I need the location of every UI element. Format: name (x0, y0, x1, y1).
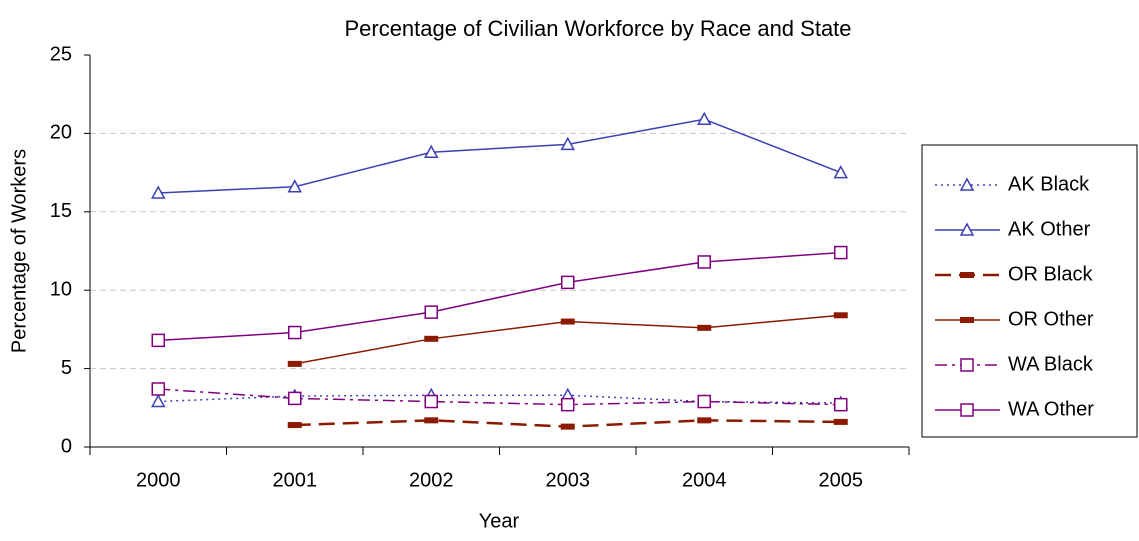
marker (288, 391, 302, 406)
y-tick-label: 10 (50, 278, 72, 300)
legend-label: AK Black (1008, 173, 1090, 195)
marker (150, 185, 166, 199)
x-tick-label: 2000 (136, 469, 181, 491)
x-tick-label: 2002 (409, 469, 454, 491)
marker (697, 417, 712, 424)
legend-label: WA Other (1008, 398, 1094, 420)
marker (696, 111, 712, 126)
marker (561, 275, 575, 290)
legend-label: WA Black (1008, 353, 1094, 375)
legend-marker (960, 317, 974, 323)
marker (697, 324, 712, 331)
marker (424, 335, 439, 342)
marker (833, 312, 848, 319)
x-tick-label: 2003 (546, 469, 591, 491)
y-axis-label: Percentage of Workers (8, 149, 30, 353)
marker (834, 245, 848, 260)
marker (287, 422, 302, 429)
x-tick-label: 2004 (682, 469, 727, 491)
legend-marker (960, 358, 974, 372)
marker (151, 333, 165, 348)
y-tick-label: 15 (50, 200, 72, 222)
marker (424, 417, 439, 424)
legend-marker (960, 272, 974, 278)
marker (424, 394, 438, 409)
marker (287, 360, 302, 367)
marker (833, 418, 848, 425)
marker (288, 325, 302, 340)
marker (697, 394, 711, 409)
chart-title: Percentage of Civilian Workforce by Race… (344, 16, 851, 41)
marker (697, 255, 711, 269)
series-line (158, 251, 841, 342)
marker (560, 136, 576, 151)
legend-label: OR Black (1008, 263, 1093, 285)
marker (287, 179, 303, 193)
legend-marker (959, 177, 975, 191)
y-tick-label: 5 (61, 357, 72, 379)
legend-box (921, 144, 1138, 438)
marker (150, 393, 166, 408)
marker (423, 144, 439, 158)
y-tick-label: 20 (50, 122, 72, 144)
x-tick-label: 2001 (273, 469, 318, 491)
x-tick-label: 2005 (819, 469, 864, 491)
marker (833, 165, 849, 179)
y-tick-label: 25 (50, 43, 72, 65)
legend-label: OR Other (1008, 308, 1094, 330)
series-line (158, 118, 842, 194)
marker (560, 423, 575, 430)
marker (151, 382, 165, 396)
marker (834, 397, 848, 412)
x-axis-label: Year (479, 510, 520, 532)
marker (424, 305, 438, 319)
marker (560, 318, 575, 325)
marker (561, 397, 575, 412)
legend-marker (959, 222, 975, 236)
legend-label: AK Other (1008, 218, 1091, 240)
series-line (158, 388, 841, 406)
legend-marker (960, 403, 974, 417)
y-tick-label: 0 (61, 435, 72, 457)
